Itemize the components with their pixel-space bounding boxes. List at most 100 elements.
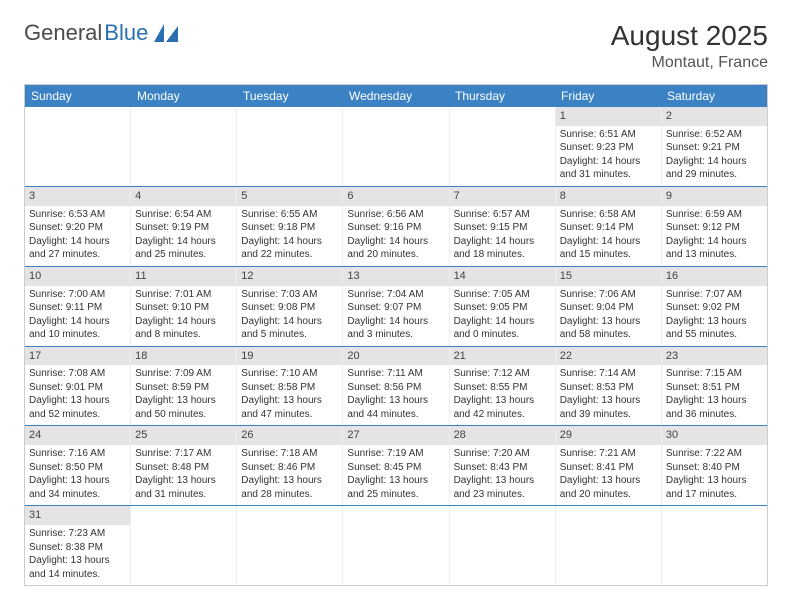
day-body: Sunrise: 7:20 AMSunset: 8:43 PMDaylight:… (450, 445, 555, 503)
day-body: Sunrise: 7:23 AMSunset: 8:38 PMDaylight:… (25, 525, 130, 583)
day-cell: 31Sunrise: 7:23 AMSunset: 8:38 PMDayligh… (25, 506, 131, 585)
day-body: Sunrise: 7:21 AMSunset: 8:41 PMDaylight:… (556, 445, 661, 503)
day-cell: 13Sunrise: 7:04 AMSunset: 9:07 PMDayligh… (343, 267, 449, 346)
day-number: 15 (556, 267, 661, 286)
day-number: 1 (556, 107, 661, 126)
day-number: 29 (556, 426, 661, 445)
sunset-text: Sunset: 9:16 PM (347, 221, 444, 235)
day-body: Sunrise: 6:51 AMSunset: 9:23 PMDaylight:… (556, 126, 661, 184)
sunset-text: Sunset: 9:21 PM (666, 141, 763, 155)
day-number (237, 506, 342, 510)
week-row: 3Sunrise: 6:53 AMSunset: 9:20 PMDaylight… (25, 187, 767, 267)
sunrise-text: Sunrise: 7:06 AM (560, 288, 657, 302)
day-cell: 2Sunrise: 6:52 AMSunset: 9:21 PMDaylight… (662, 107, 767, 186)
day-cell: 25Sunrise: 7:17 AMSunset: 8:48 PMDayligh… (131, 426, 237, 505)
sunset-text: Sunset: 8:41 PM (560, 461, 657, 475)
day-body: Sunrise: 6:58 AMSunset: 9:14 PMDaylight:… (556, 206, 661, 264)
logo-text-blue: Blue (104, 20, 148, 46)
sunrise-text: Sunrise: 6:55 AM (241, 208, 338, 222)
daylight-text: Daylight: 14 hours and 8 minutes. (135, 315, 232, 342)
day-body: Sunrise: 7:07 AMSunset: 9:02 PMDaylight:… (662, 286, 767, 344)
day-number: 4 (131, 187, 236, 206)
logo-sail-icon (154, 24, 180, 42)
daylight-text: Daylight: 13 hours and 42 minutes. (454, 394, 551, 421)
day-number: 13 (343, 267, 448, 286)
sunset-text: Sunset: 9:01 PM (29, 381, 126, 395)
logo-text-general: General (24, 20, 102, 46)
sunrise-text: Sunrise: 6:59 AM (666, 208, 763, 222)
daylight-text: Daylight: 14 hours and 5 minutes. (241, 315, 338, 342)
daylight-text: Daylight: 13 hours and 50 minutes. (135, 394, 232, 421)
dow-sunday: Sunday (25, 85, 131, 107)
sunrise-text: Sunrise: 6:54 AM (135, 208, 232, 222)
sunrise-text: Sunrise: 7:16 AM (29, 447, 126, 461)
sunset-text: Sunset: 9:20 PM (29, 221, 126, 235)
daylight-text: Daylight: 13 hours and 14 minutes. (29, 554, 126, 581)
location-label: Montaut, France (611, 54, 768, 72)
day-cell: 4Sunrise: 6:54 AMSunset: 9:19 PMDaylight… (131, 187, 237, 266)
day-number: 8 (556, 187, 661, 206)
day-cell: 19Sunrise: 7:10 AMSunset: 8:58 PMDayligh… (237, 347, 343, 426)
sunrise-text: Sunrise: 6:58 AM (560, 208, 657, 222)
sunrise-text: Sunrise: 7:01 AM (135, 288, 232, 302)
day-number: 6 (343, 187, 448, 206)
sunset-text: Sunset: 8:48 PM (135, 461, 232, 475)
sunrise-text: Sunrise: 6:53 AM (29, 208, 126, 222)
week-row: 17Sunrise: 7:08 AMSunset: 9:01 PMDayligh… (25, 347, 767, 427)
day-body: Sunrise: 6:52 AMSunset: 9:21 PMDaylight:… (662, 126, 767, 184)
day-number: 5 (237, 187, 342, 206)
dow-saturday: Saturday (661, 85, 767, 107)
day-body: Sunrise: 7:00 AMSunset: 9:11 PMDaylight:… (25, 286, 130, 344)
day-number: 27 (343, 426, 448, 445)
sunrise-text: Sunrise: 7:03 AM (241, 288, 338, 302)
sunrise-text: Sunrise: 7:07 AM (666, 288, 763, 302)
month-title: August 2025 (611, 20, 768, 52)
sunset-text: Sunset: 9:04 PM (560, 301, 657, 315)
day-number: 25 (131, 426, 236, 445)
sunrise-text: Sunrise: 6:57 AM (454, 208, 551, 222)
day-cell: 8Sunrise: 6:58 AMSunset: 9:14 PMDaylight… (556, 187, 662, 266)
day-number (662, 506, 767, 510)
sunset-text: Sunset: 9:07 PM (347, 301, 444, 315)
day-number: 10 (25, 267, 130, 286)
day-cell: 30Sunrise: 7:22 AMSunset: 8:40 PMDayligh… (662, 426, 767, 505)
day-number: 3 (25, 187, 130, 206)
sunrise-text: Sunrise: 7:11 AM (347, 367, 444, 381)
daylight-text: Daylight: 14 hours and 29 minutes. (666, 155, 763, 182)
day-body: Sunrise: 6:54 AMSunset: 9:19 PMDaylight:… (131, 206, 236, 264)
daylight-text: Daylight: 14 hours and 10 minutes. (29, 315, 126, 342)
day-body: Sunrise: 7:19 AMSunset: 8:45 PMDaylight:… (343, 445, 448, 503)
sunrise-text: Sunrise: 7:23 AM (29, 527, 126, 541)
week-row: 24Sunrise: 7:16 AMSunset: 8:50 PMDayligh… (25, 426, 767, 506)
day-number (25, 107, 130, 111)
daylight-text: Daylight: 13 hours and 47 minutes. (241, 394, 338, 421)
day-body: Sunrise: 7:10 AMSunset: 8:58 PMDaylight:… (237, 365, 342, 423)
day-body: Sunrise: 7:03 AMSunset: 9:08 PMDaylight:… (237, 286, 342, 344)
day-cell: 12Sunrise: 7:03 AMSunset: 9:08 PMDayligh… (237, 267, 343, 346)
week-row: 31Sunrise: 7:23 AMSunset: 8:38 PMDayligh… (25, 506, 767, 585)
day-body: Sunrise: 7:11 AMSunset: 8:56 PMDaylight:… (343, 365, 448, 423)
day-cell (237, 107, 343, 186)
day-body: Sunrise: 7:18 AMSunset: 8:46 PMDaylight:… (237, 445, 342, 503)
day-body: Sunrise: 6:59 AMSunset: 9:12 PMDaylight:… (662, 206, 767, 264)
day-number (343, 506, 448, 510)
day-body: Sunrise: 7:04 AMSunset: 9:07 PMDaylight:… (343, 286, 448, 344)
title-block: August 2025 Montaut, France (611, 20, 768, 72)
day-cell: 20Sunrise: 7:11 AMSunset: 8:56 PMDayligh… (343, 347, 449, 426)
sunset-text: Sunset: 8:59 PM (135, 381, 232, 395)
day-number: 22 (556, 347, 661, 366)
daylight-text: Daylight: 13 hours and 55 minutes. (666, 315, 763, 342)
day-cell: 29Sunrise: 7:21 AMSunset: 8:41 PMDayligh… (556, 426, 662, 505)
day-number: 14 (450, 267, 555, 286)
day-number (450, 506, 555, 510)
day-cell (556, 506, 662, 585)
day-cell (343, 506, 449, 585)
day-number: 17 (25, 347, 130, 366)
day-cell (131, 107, 237, 186)
sunset-text: Sunset: 8:38 PM (29, 541, 126, 555)
day-cell (662, 506, 767, 585)
day-body: Sunrise: 7:22 AMSunset: 8:40 PMDaylight:… (662, 445, 767, 503)
sunset-text: Sunset: 8:53 PM (560, 381, 657, 395)
sunrise-text: Sunrise: 7:18 AM (241, 447, 338, 461)
sunset-text: Sunset: 9:15 PM (454, 221, 551, 235)
